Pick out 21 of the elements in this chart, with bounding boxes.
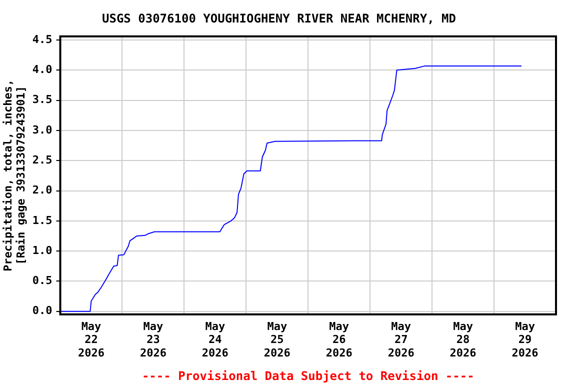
- y-tick-label: 1.0: [32, 244, 52, 257]
- y-tick-label: 2.0: [32, 184, 52, 197]
- x-tick-label: May 28 2026: [450, 320, 477, 360]
- y-tick-label: 4.0: [32, 63, 52, 76]
- x-tick-label: May 23 2026: [140, 320, 167, 360]
- x-tick-label: May 24 2026: [202, 320, 229, 360]
- y-tick-label: 0.5: [32, 274, 52, 288]
- y-tick-label: 4.5: [32, 32, 52, 46]
- y-tick-label: 1.5: [32, 214, 52, 227]
- y-axis-title: Precipitation, total, inches, [Rain gage 393133079243901]: [1, 79, 28, 272]
- y-tick-label: 2.5: [32, 153, 52, 166]
- y-tick-label: 3.0: [32, 123, 52, 136]
- x-tick-label: May 29 2026: [512, 320, 539, 360]
- text: ---- Provisional Data Subject to Revision ----: [142, 369, 474, 383]
- x-tick-label: May 25 2026: [264, 320, 291, 360]
- y-tick-label: 0.0: [32, 304, 52, 318]
- x-tick-label: May 27 2026: [388, 320, 415, 360]
- x-tick-label: May 26 2026: [326, 320, 353, 360]
- y-tick-label: 3.5: [32, 93, 52, 106]
- x-tick-label: May 22 2026: [78, 320, 105, 360]
- chart-title: USGS 03076100 YOUGHIOGHENY RIVER NEAR MCHENRY, MD: [102, 11, 456, 26]
